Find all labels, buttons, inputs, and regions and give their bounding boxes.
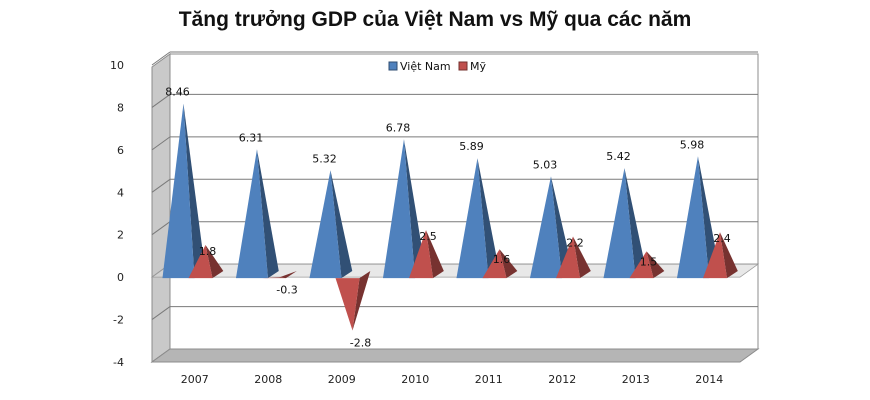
- gridline-side: [151, 136, 171, 151]
- data-label: 5.42: [606, 150, 631, 163]
- bar-side-1: [499, 249, 518, 279]
- data-label: 1.8: [199, 245, 217, 258]
- bar-vietnam: [162, 103, 195, 279]
- data-label: 2.5: [419, 230, 437, 243]
- x-tick-label: 2008: [254, 373, 282, 386]
- legend-swatch-1: [458, 61, 468, 71]
- y-tick-label: -2: [113, 314, 124, 327]
- bar-side-1: [279, 270, 297, 279]
- x-tick-label: 2012: [548, 373, 576, 386]
- data-label: 6.78: [386, 121, 411, 134]
- bar-my: [556, 236, 581, 279]
- y-tick-label: -4: [113, 356, 124, 369]
- bar-my: [629, 251, 654, 279]
- bar-vietnam: [676, 156, 709, 279]
- legend-swatch-0: [388, 61, 398, 71]
- bar-vietnam: [235, 149, 268, 279]
- x-tick-label: 2013: [622, 373, 650, 386]
- bar-side-1: [573, 236, 591, 279]
- gridline-side: [151, 51, 171, 66]
- x-tick-label: 2014: [695, 373, 723, 386]
- bar-side-0: [183, 103, 206, 279]
- legend-label-1: Mỹ: [470, 60, 486, 73]
- back-wall: [169, 53, 759, 350]
- x-tick-label: 2009: [328, 373, 356, 386]
- gridline-side: [151, 221, 171, 236]
- bar-side-0: [624, 168, 647, 279]
- y-tick-label: 4: [117, 186, 124, 199]
- x-tick-label: 2011: [475, 373, 503, 386]
- bar-my: [703, 232, 728, 279]
- bar-side-1: [205, 244, 224, 279]
- y-tick-label: 0: [117, 271, 124, 284]
- data-label: -2.8: [350, 337, 371, 350]
- floor: [150, 348, 760, 363]
- data-label: 5.03: [533, 158, 558, 171]
- data-label: 5.89: [459, 140, 484, 153]
- y-tick-label: 8: [117, 101, 124, 114]
- chart-title: Tăng trưởng GDP của Việt Nam vs Mỹ qua c…: [178, 8, 692, 31]
- bar-vietnam: [603, 168, 636, 279]
- bar-side-1: [352, 270, 371, 331]
- bar-my: [262, 277, 287, 279]
- gridline-side: [151, 94, 171, 108]
- bar-my: [188, 244, 213, 279]
- data-label: 2.4: [713, 232, 731, 245]
- gridline-side: [151, 306, 171, 320]
- bar-my: [409, 230, 434, 279]
- side-wall: [151, 53, 171, 363]
- y-tick-label: 10: [110, 59, 124, 72]
- data-label: -0.3: [276, 284, 297, 297]
- bar-side-1: [646, 251, 665, 279]
- bar-my: [482, 249, 507, 279]
- bar-side-1: [426, 230, 444, 279]
- data-label: 5.32: [312, 152, 337, 165]
- bar-side-0: [256, 149, 279, 279]
- bar-side-0: [330, 170, 353, 279]
- bar-vietnam: [382, 139, 415, 279]
- x-tick-label: 2010: [401, 373, 429, 386]
- y-tick-label: 2: [117, 229, 124, 242]
- bar-side-0: [403, 139, 426, 279]
- data-label: 6.31: [239, 131, 264, 144]
- data-label: 1.5: [640, 255, 658, 268]
- data-label: 8.46: [165, 86, 190, 99]
- data-label: 5.98: [680, 138, 705, 151]
- bar-side-1: [720, 232, 738, 279]
- legend-label-0: Việt Nam: [400, 60, 451, 73]
- bar-vietnam: [529, 176, 562, 279]
- y-tick-label: 6: [117, 144, 124, 157]
- bar-side-0: [477, 158, 500, 279]
- data-label: 1.6: [493, 253, 511, 266]
- bar-my: [335, 278, 360, 331]
- x-tick-label: 2007: [181, 373, 209, 386]
- gridline-side: [151, 178, 171, 193]
- bar-vietnam: [309, 170, 342, 279]
- bar-vietnam: [456, 158, 489, 279]
- data-label: 2.2: [566, 236, 584, 249]
